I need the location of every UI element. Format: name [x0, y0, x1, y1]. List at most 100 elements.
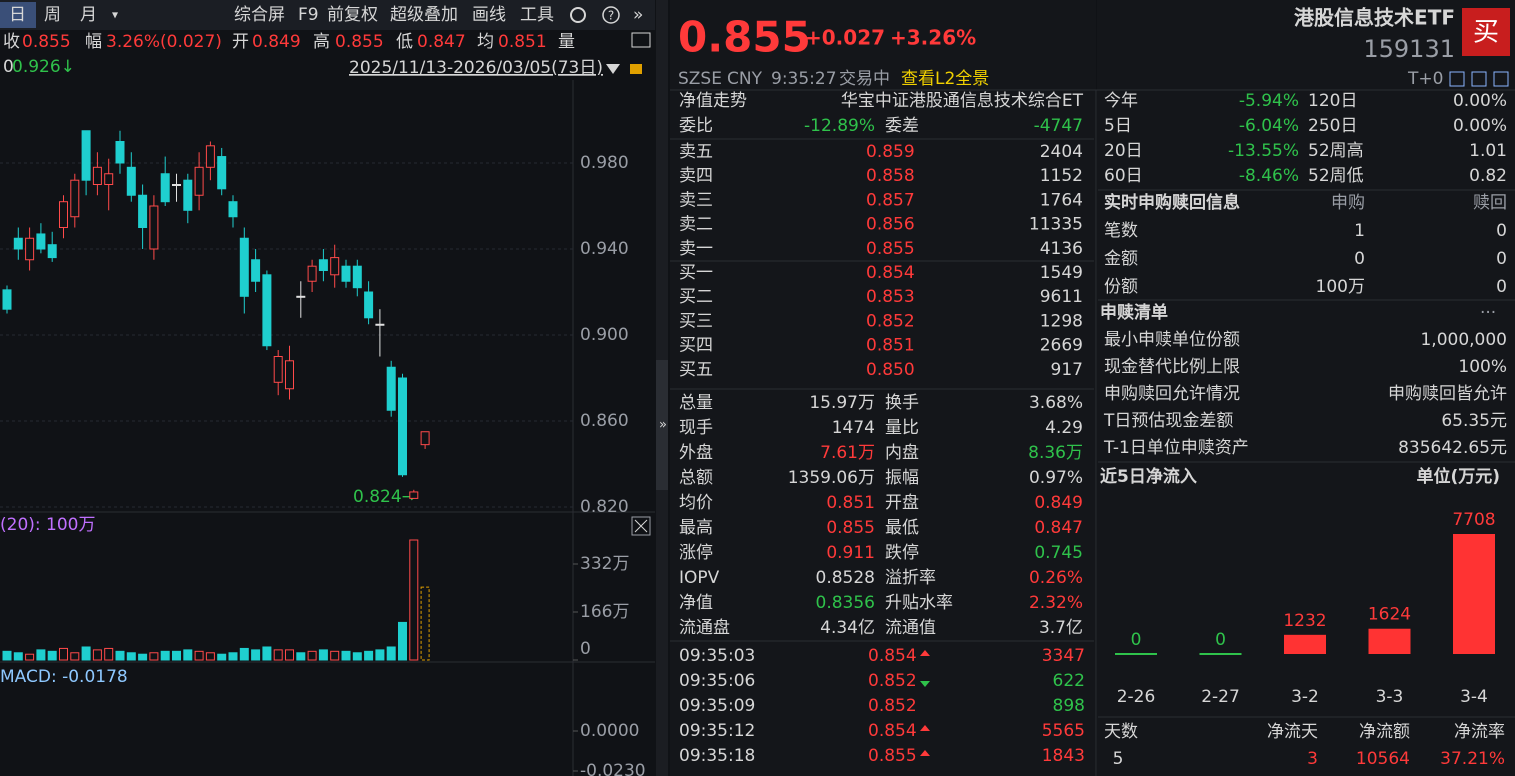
table-cell: 1764: [1040, 190, 1083, 210]
table-cell: 流通值: [885, 618, 936, 638]
candle-body: [364, 291, 374, 319]
toolbar-item[interactable]: 前复权: [327, 5, 378, 25]
volume-bar: [352, 652, 362, 661]
table-cell: 0.851: [826, 493, 875, 513]
buy-button[interactable]: 买: [1473, 18, 1499, 48]
table-cell: 最低: [885, 518, 919, 538]
toolbar-bg: [0, 0, 655, 30]
table-cell: 0.854: [868, 646, 917, 666]
volume-bar: [217, 653, 227, 661]
candle-body: [36, 233, 46, 250]
help-icon[interactable]: [602, 6, 620, 24]
volume-bar: [25, 653, 35, 661]
volume-bar: [194, 650, 204, 661]
date-range[interactable]: 2025/11/13-2026/03/05(73日): [349, 58, 603, 78]
quote-item: 量: [558, 32, 575, 52]
table-cell: 总量: [679, 393, 713, 413]
close-volume[interactable]: [631, 516, 651, 536]
x-tick-label: 2-26: [1117, 687, 1156, 707]
toolbar-item[interactable]: 月: [80, 5, 97, 25]
candle-body: [172, 184, 181, 186]
table-cell: 振幅: [885, 468, 919, 488]
candle-body: [239, 237, 249, 297]
dropdown-icon[interactable]: ▾: [112, 8, 118, 22]
table-cell: 0.854: [866, 263, 915, 283]
inflow-unit: 单位(万元): [1416, 466, 1500, 487]
volume-label: (20): 100万: [0, 515, 95, 535]
table-cell: 买五: [679, 360, 713, 380]
range-dropdown[interactable]: [606, 64, 620, 74]
table-cell: 09:35:06: [679, 671, 755, 691]
x-tick-label: 3-2: [1291, 687, 1319, 707]
lock-icon[interactable]: [630, 64, 642, 74]
candle-body: [409, 491, 419, 499]
volume-bar: [36, 649, 46, 661]
splitter-handle[interactable]: [656, 360, 668, 490]
candle-body: [47, 244, 57, 259]
volume-bar: [386, 646, 396, 661]
table-cell: 0: [1496, 221, 1507, 241]
toolbar-item[interactable]: 周: [44, 5, 61, 25]
table-cell: -6.04%: [1239, 116, 1299, 136]
panel-icon[interactable]: [1449, 71, 1465, 87]
trade-arrow: [920, 650, 930, 656]
table-cell: 622: [1053, 671, 1085, 691]
table-cell: 净值: [679, 593, 713, 613]
table-cell: 0.853: [866, 287, 915, 307]
volume-bar: [318, 649, 328, 661]
trade-arrow: [920, 681, 930, 687]
table-cell: 3347: [1042, 646, 1085, 666]
table-cell: 1843: [1042, 746, 1085, 766]
table-cell: 5日: [1104, 116, 1132, 136]
toolbar-item[interactable]: 超级叠加: [390, 5, 458, 25]
candle-body: [352, 265, 362, 289]
candle-body: [205, 145, 215, 168]
more-dots[interactable]: ···: [1480, 303, 1496, 323]
x-tick-label: 3-4: [1460, 687, 1488, 707]
table-cell: 0.855: [866, 239, 915, 259]
fund-name: 港股信息技术ETF: [1294, 6, 1455, 30]
candle-body: [59, 201, 68, 228]
volume-bar: [59, 647, 68, 661]
volume-bar: [273, 649, 283, 661]
splitter-icon[interactable]: »: [659, 418, 667, 433]
toolbar-item[interactable]: 工具: [520, 5, 554, 25]
toolbar-item[interactable]: 综合屏: [234, 5, 285, 25]
separators: [0, 80, 1515, 776]
toolbar-item[interactable]: F9: [298, 5, 319, 25]
table-cell: 跌停: [885, 543, 919, 563]
toolbar-item[interactable]: 画线: [472, 5, 506, 25]
table-cell: 5565: [1042, 721, 1085, 741]
wp-icon[interactable]: [631, 32, 651, 48]
candle-body: [92, 166, 102, 186]
volume-bar: [172, 650, 181, 661]
volume-bar: [420, 586, 430, 661]
table-cell: 卖三: [679, 190, 713, 210]
close-volume-x[interactable]: [634, 519, 648, 533]
macd-label: MACD: -0.0178: [0, 667, 128, 687]
table-cell: 买四: [679, 336, 713, 356]
ma-value: 0.926↓: [12, 57, 75, 77]
panel-icon[interactable]: [1471, 71, 1487, 87]
change: +0.027: [805, 26, 885, 50]
status-item[interactable]: 查看L2全景: [901, 69, 989, 89]
table-cell: -5.94%: [1239, 91, 1299, 111]
toolbar-icons[interactable]: ▾ ? » ···: [112, 5, 1510, 536]
trade-arrow: [920, 750, 930, 756]
help-icon-glyph[interactable]: ?: [608, 9, 614, 23]
table-cell: 0.26%: [1029, 568, 1083, 588]
low-marker: 0.824→: [353, 487, 416, 507]
candle-body: [341, 265, 351, 282]
table-cell: 0.854: [868, 721, 917, 741]
table-header: 赎回: [1473, 193, 1507, 213]
table-cell: 笔数: [1104, 221, 1138, 241]
settings-icon[interactable]: [570, 7, 586, 23]
toolbar-item[interactable]: 日: [9, 5, 26, 25]
table-cell: 2669: [1040, 336, 1083, 356]
table-cell: 流通盘: [679, 618, 730, 638]
more-icon[interactable]: »: [633, 5, 643, 25]
buy-button-bg[interactable]: [1462, 8, 1510, 56]
panel-icon[interactable]: [1493, 71, 1509, 87]
quote-item: 3.26%(0.027): [106, 32, 222, 52]
table-cell: 今年: [1104, 91, 1138, 111]
